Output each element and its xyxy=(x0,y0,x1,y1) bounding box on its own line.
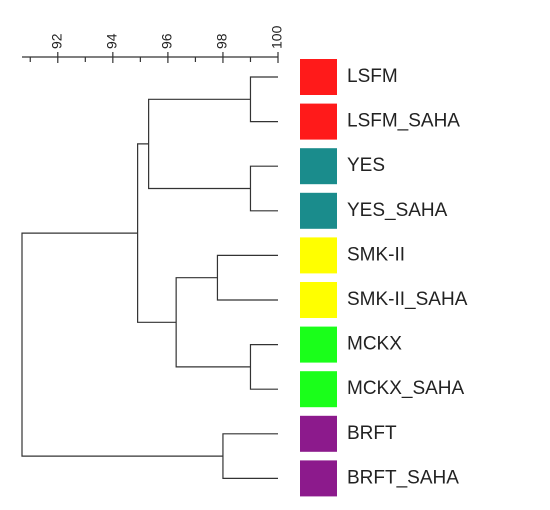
x-tick-label: 100 xyxy=(269,25,285,49)
leaf-color-box xyxy=(300,59,337,95)
merge-link xyxy=(175,277,251,368)
x-tick-label: 98 xyxy=(214,33,230,49)
leaf-color-box xyxy=(300,460,337,497)
merge-link xyxy=(249,344,278,390)
leaf-color-box xyxy=(300,415,337,452)
leaf-color-box xyxy=(300,326,337,363)
merge-link xyxy=(137,143,177,323)
leaf-label: MCKX_SAHA xyxy=(347,378,465,399)
leaf-label: MCKX xyxy=(347,334,402,355)
leaf-color-box xyxy=(300,282,337,318)
merge-link xyxy=(216,254,278,301)
leaf-color-box xyxy=(300,371,337,408)
leaf-color-box xyxy=(300,148,337,185)
leaf-label: BRFT_SAHA xyxy=(347,467,459,488)
merge-link xyxy=(21,232,223,457)
x-tick-label: 96 xyxy=(159,33,175,49)
merge-link xyxy=(249,165,278,212)
leaf-label: YES_SAHA xyxy=(347,200,448,221)
leaf-label: LSFM xyxy=(347,66,398,87)
merge-link xyxy=(148,98,251,190)
x-tick-label: 92 xyxy=(48,33,64,49)
leaf-color-box xyxy=(300,237,337,274)
leaf-color-box xyxy=(300,192,337,229)
x-tick-label: 94 xyxy=(104,33,120,49)
merge-link xyxy=(249,76,278,123)
leaf-label: LSFM_SAHA xyxy=(347,111,460,132)
merge-link xyxy=(222,433,278,479)
leaf-label: SMK-II_SAHA xyxy=(347,289,468,310)
leaf-label: BRFT xyxy=(347,423,397,444)
leaf-label: YES xyxy=(347,155,385,176)
leaf-color-box xyxy=(300,103,337,140)
leaf-label: SMK-II xyxy=(347,244,405,265)
